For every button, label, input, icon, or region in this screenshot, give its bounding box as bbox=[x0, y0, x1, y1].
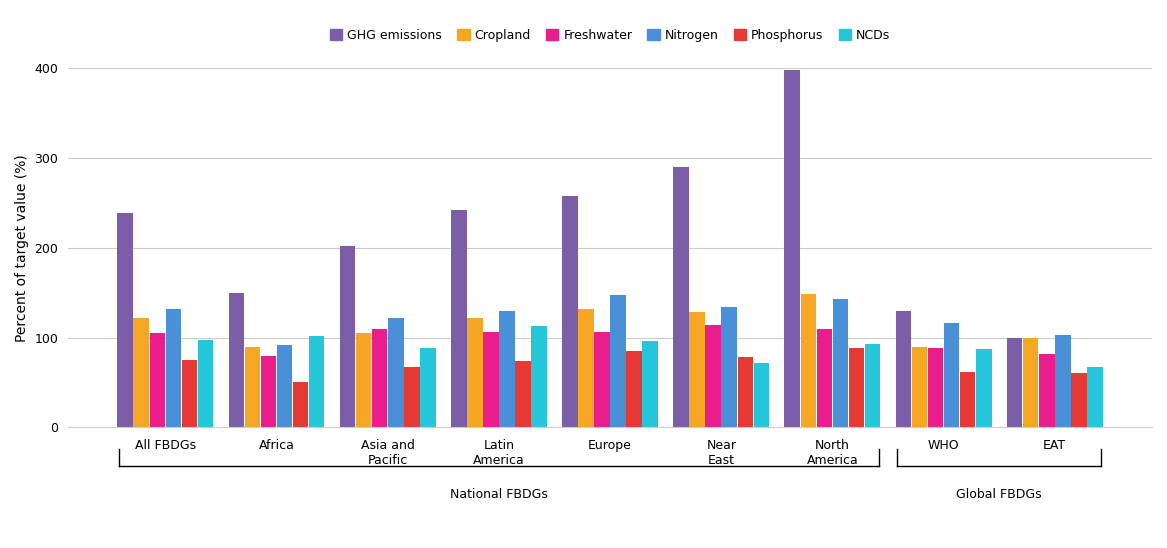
Bar bbox=[118, 214, 133, 427]
Bar bbox=[721, 307, 738, 427]
Bar bbox=[293, 383, 308, 427]
Bar bbox=[166, 309, 181, 427]
Bar bbox=[450, 210, 467, 427]
Bar bbox=[515, 361, 531, 427]
Bar bbox=[562, 196, 578, 427]
Text: Global FBDGs: Global FBDGs bbox=[957, 488, 1042, 501]
Bar bbox=[340, 246, 356, 427]
Bar bbox=[673, 167, 689, 427]
Bar bbox=[149, 333, 165, 427]
Bar bbox=[705, 325, 721, 427]
Bar bbox=[372, 329, 387, 427]
Bar bbox=[690, 312, 705, 427]
Bar bbox=[197, 340, 214, 427]
Bar bbox=[578, 309, 594, 427]
Bar bbox=[133, 318, 149, 427]
Bar bbox=[531, 326, 547, 427]
Bar bbox=[483, 332, 498, 427]
Bar bbox=[610, 295, 626, 427]
Bar bbox=[817, 329, 832, 427]
Bar bbox=[911, 347, 928, 427]
Bar bbox=[833, 299, 848, 427]
Bar bbox=[1055, 335, 1070, 427]
Bar bbox=[245, 346, 260, 427]
Text: National FBDGs: National FBDGs bbox=[450, 488, 547, 501]
Bar bbox=[277, 345, 293, 427]
Bar bbox=[1023, 338, 1039, 427]
Bar bbox=[944, 323, 959, 427]
Bar bbox=[467, 318, 483, 427]
Bar bbox=[643, 341, 658, 427]
Bar bbox=[976, 349, 992, 427]
Legend: GHG emissions, Cropland, Freshwater, Nitrogen, Phosphorus, NCDs: GHG emissions, Cropland, Freshwater, Nit… bbox=[324, 24, 895, 47]
Bar bbox=[229, 293, 244, 427]
Bar bbox=[627, 351, 642, 427]
Bar bbox=[1088, 367, 1103, 427]
Bar bbox=[260, 356, 277, 427]
Bar bbox=[848, 349, 865, 427]
Bar bbox=[182, 360, 197, 427]
Bar bbox=[309, 336, 324, 427]
Bar bbox=[960, 372, 976, 427]
Bar bbox=[928, 349, 943, 427]
Bar bbox=[594, 332, 610, 427]
Bar bbox=[738, 357, 753, 427]
Bar bbox=[387, 318, 404, 427]
Bar bbox=[420, 349, 435, 427]
Y-axis label: Percent of target value (%): Percent of target value (%) bbox=[15, 154, 29, 341]
Bar bbox=[784, 70, 801, 427]
Bar bbox=[896, 311, 911, 427]
Bar bbox=[499, 311, 515, 427]
Bar bbox=[865, 344, 880, 427]
Bar bbox=[1039, 353, 1055, 427]
Bar bbox=[404, 367, 420, 427]
Bar bbox=[1007, 338, 1022, 427]
Bar bbox=[801, 294, 816, 427]
Bar bbox=[356, 333, 371, 427]
Bar bbox=[754, 363, 769, 427]
Bar bbox=[1071, 374, 1086, 427]
